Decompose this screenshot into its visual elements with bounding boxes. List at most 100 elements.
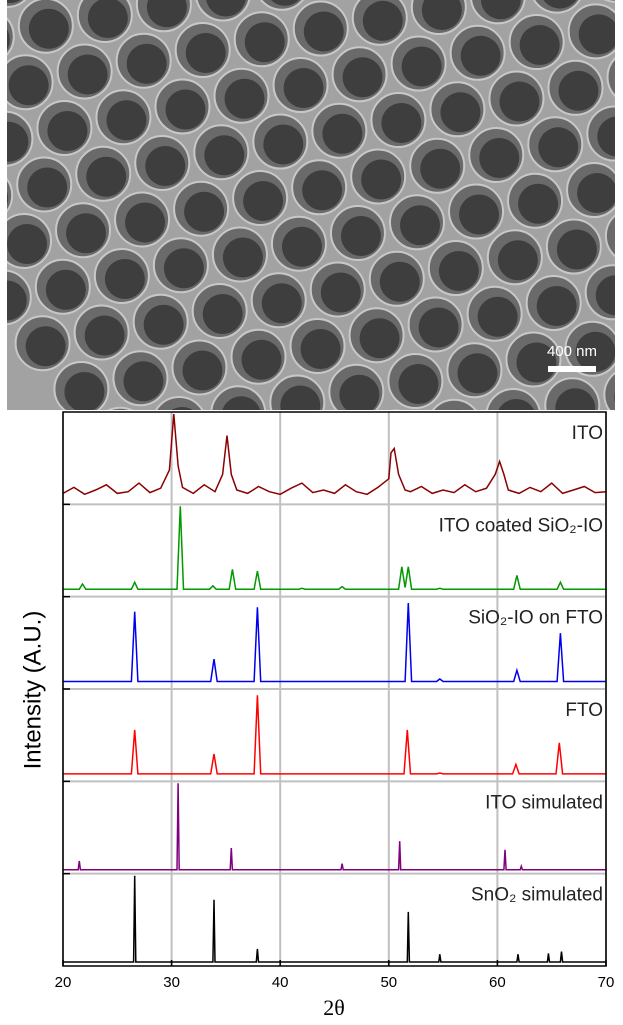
pore-hole [499,82,539,122]
pore [274,58,328,112]
pore [309,421,363,475]
pore [193,284,247,338]
page: 400 nm Intensity (A.U.) 2θ 203040506070I… [0,0,623,1025]
pore [429,241,483,295]
pore [95,249,149,303]
pore-hole [105,259,145,299]
pore [548,61,602,115]
pore-hole [618,60,623,100]
pore [333,47,387,101]
pore-hole [223,237,263,277]
series-label: FTO [565,700,603,721]
pore-hole [280,385,320,425]
pore-hole [68,54,108,94]
sem-image [0,0,623,475]
pore-hole [496,399,536,439]
pore [93,408,147,462]
pore [311,263,365,317]
pore-hole [47,111,87,151]
pore [409,298,463,352]
pore-hole [614,378,623,418]
pore-hole [284,68,324,108]
x-tick-label: 30 [163,974,180,991]
pore-hole [184,192,224,232]
pore [194,125,248,179]
pore-hole [363,1,403,41]
pore [211,386,265,440]
pore [294,2,348,56]
x-tick-label: 40 [272,974,289,991]
pore-hole [86,157,126,197]
pore-hole [301,329,341,369]
pore [232,330,286,384]
pore-hole [557,230,597,270]
pore-hole [225,79,265,119]
pore-hole [0,178,8,218]
pore-rim [427,400,481,454]
pore-hole [27,167,67,207]
pore-hole [243,181,283,221]
pore-hole [162,407,202,447]
scale-bar-label: 400 nm [547,343,597,360]
pore-hole [402,47,442,87]
pore [0,214,51,268]
x-tick-label: 20 [55,974,72,991]
pore [449,185,503,239]
pore-hole [457,353,497,393]
pore-hole [339,375,379,415]
pore [253,115,307,169]
pore [353,0,407,45]
pore-hole [242,340,282,380]
series-label: SiO₂-IO on FTO [468,608,603,629]
pattern-line [63,414,606,494]
pore-hole [204,135,244,175]
pore-hole [262,283,302,323]
pore [154,238,208,292]
pore [547,220,601,274]
pore-hole [343,57,383,97]
pore [312,104,366,158]
pore-hole [440,92,480,132]
pore-hole [164,248,204,288]
pore [469,128,523,182]
pore [135,136,189,190]
pore-hole [221,396,261,436]
pore [37,101,91,155]
pore [427,400,481,454]
pore-hole [419,308,459,348]
pattern-line [63,695,606,774]
pore [252,273,306,327]
pore [0,55,53,109]
pore-hole [381,103,421,143]
pore [447,343,501,397]
pore-hole [459,195,499,235]
pore-hole [518,184,558,224]
pore-hole [66,213,106,253]
pore [233,171,287,225]
pore-hole [437,410,477,450]
pore-hole [378,420,418,460]
pore-hole [461,36,501,76]
pore [410,139,464,193]
pore [270,375,324,429]
pore-hole [29,9,69,49]
pore [528,117,582,171]
pore-hole [9,65,49,105]
pore-hole [26,326,66,366]
pore-hole [302,170,342,210]
pore-hole [186,33,226,73]
series-label: ITO coated SiO₂-IO [439,515,603,536]
pore [115,192,169,246]
pore-hole [263,125,303,165]
pore-rim [211,386,265,440]
pore [152,397,206,451]
pore-hole [46,270,86,310]
pore-hole [537,286,577,326]
pore [58,44,112,98]
pore [17,157,71,211]
pore-hole [341,216,381,256]
pore-hole [321,273,361,313]
pore [176,23,230,77]
pore [117,34,171,88]
pore [235,12,289,66]
